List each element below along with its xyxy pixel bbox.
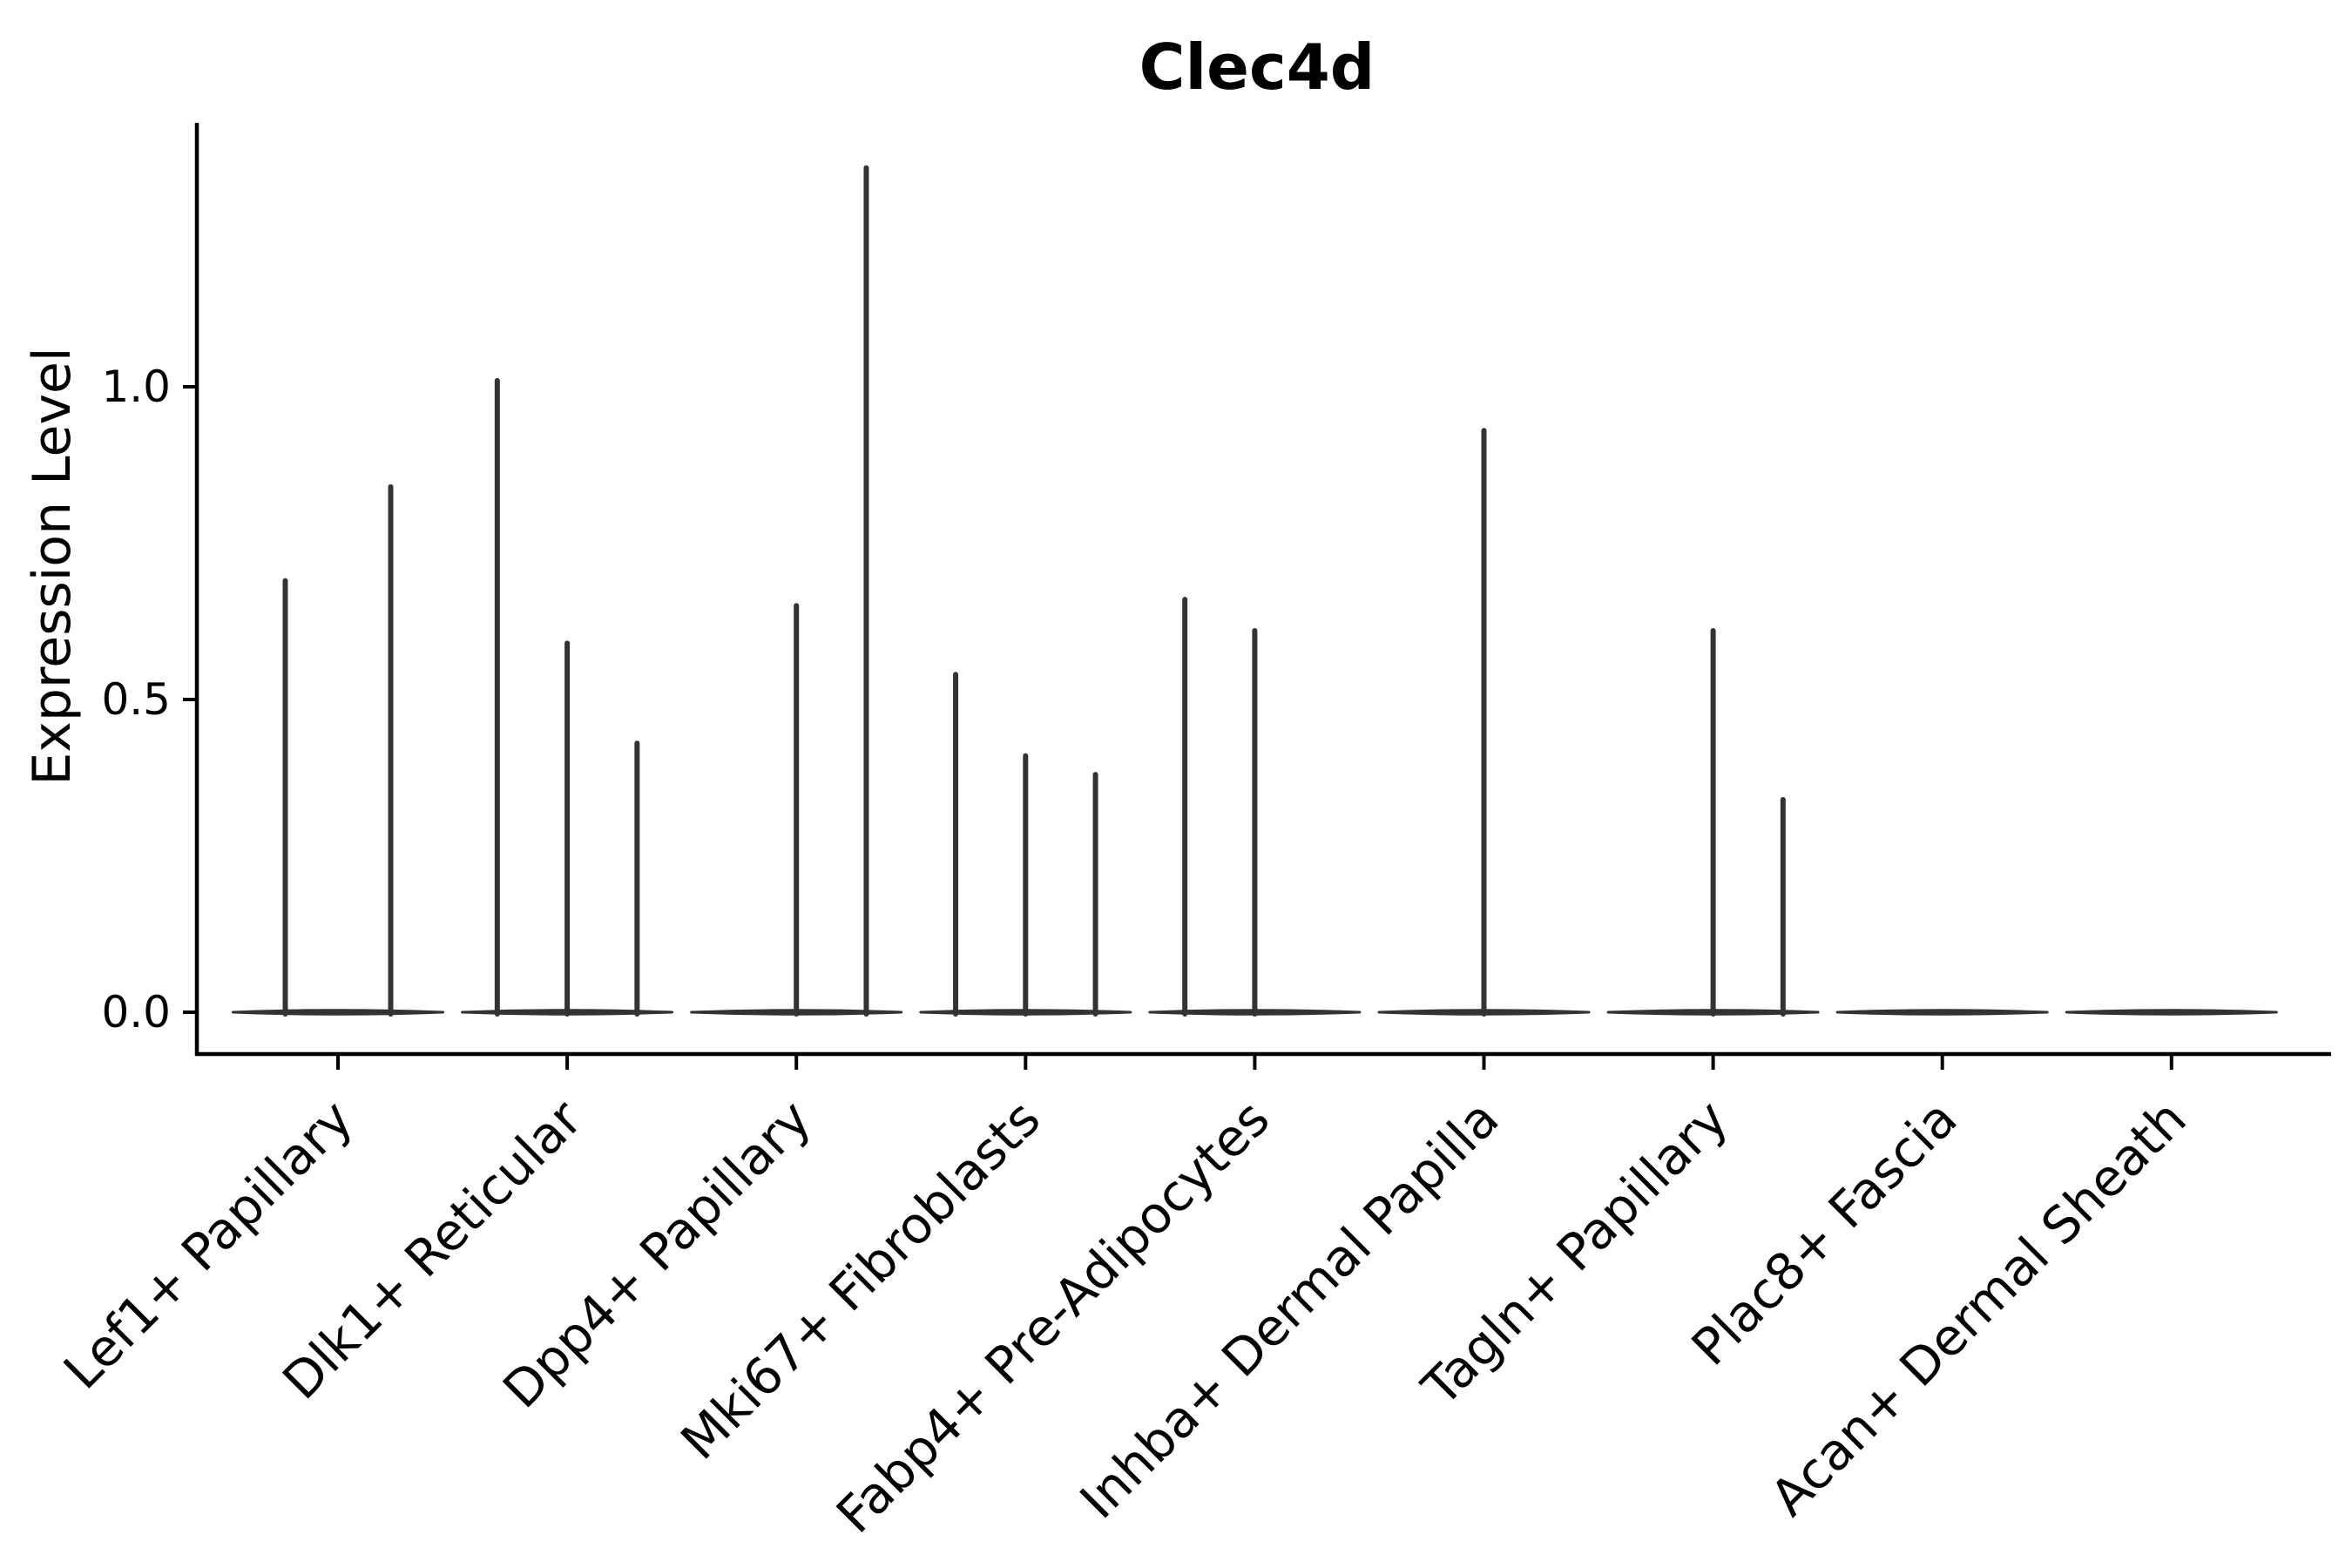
violin-base: [1835, 1009, 2049, 1016]
violin-group: [461, 377, 674, 1017]
violin-group: [2065, 1009, 2278, 1016]
chart-title: Clec4d: [1139, 30, 1375, 104]
violin-group: [1377, 428, 1591, 1017]
y-axis-label: Expression Level: [22, 347, 83, 785]
violin-group: [1148, 597, 1362, 1017]
violin-base: [232, 1009, 444, 1016]
violin-group: [232, 483, 444, 1017]
violin-group: [690, 165, 903, 1017]
violin-group: [1835, 1009, 2049, 1016]
violin-base: [2065, 1009, 2278, 1016]
violin-group: [919, 672, 1132, 1017]
y-tick-label: 0.0: [101, 987, 171, 1037]
y-tick-label: 0.5: [101, 674, 171, 725]
violin-group: [1606, 628, 1820, 1017]
x-tick-label: Fabp4+ Pre-Adipocytes: [825, 1089, 1281, 1544]
x-tick-label: Acan+ Dermal Sheath: [1759, 1089, 2197, 1527]
y-tick-label: 1.0: [101, 362, 171, 412]
x-tick-label: Inhba+ Dermal Papilla: [1069, 1089, 1511, 1531]
violins-layer: [232, 165, 2278, 1017]
